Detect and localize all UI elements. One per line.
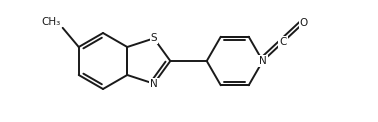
Text: O: O: [300, 18, 308, 28]
Text: N: N: [150, 79, 158, 89]
Text: N: N: [259, 56, 266, 66]
Text: CH₃: CH₃: [42, 17, 61, 27]
Text: S: S: [150, 33, 157, 43]
Text: C: C: [279, 37, 287, 47]
